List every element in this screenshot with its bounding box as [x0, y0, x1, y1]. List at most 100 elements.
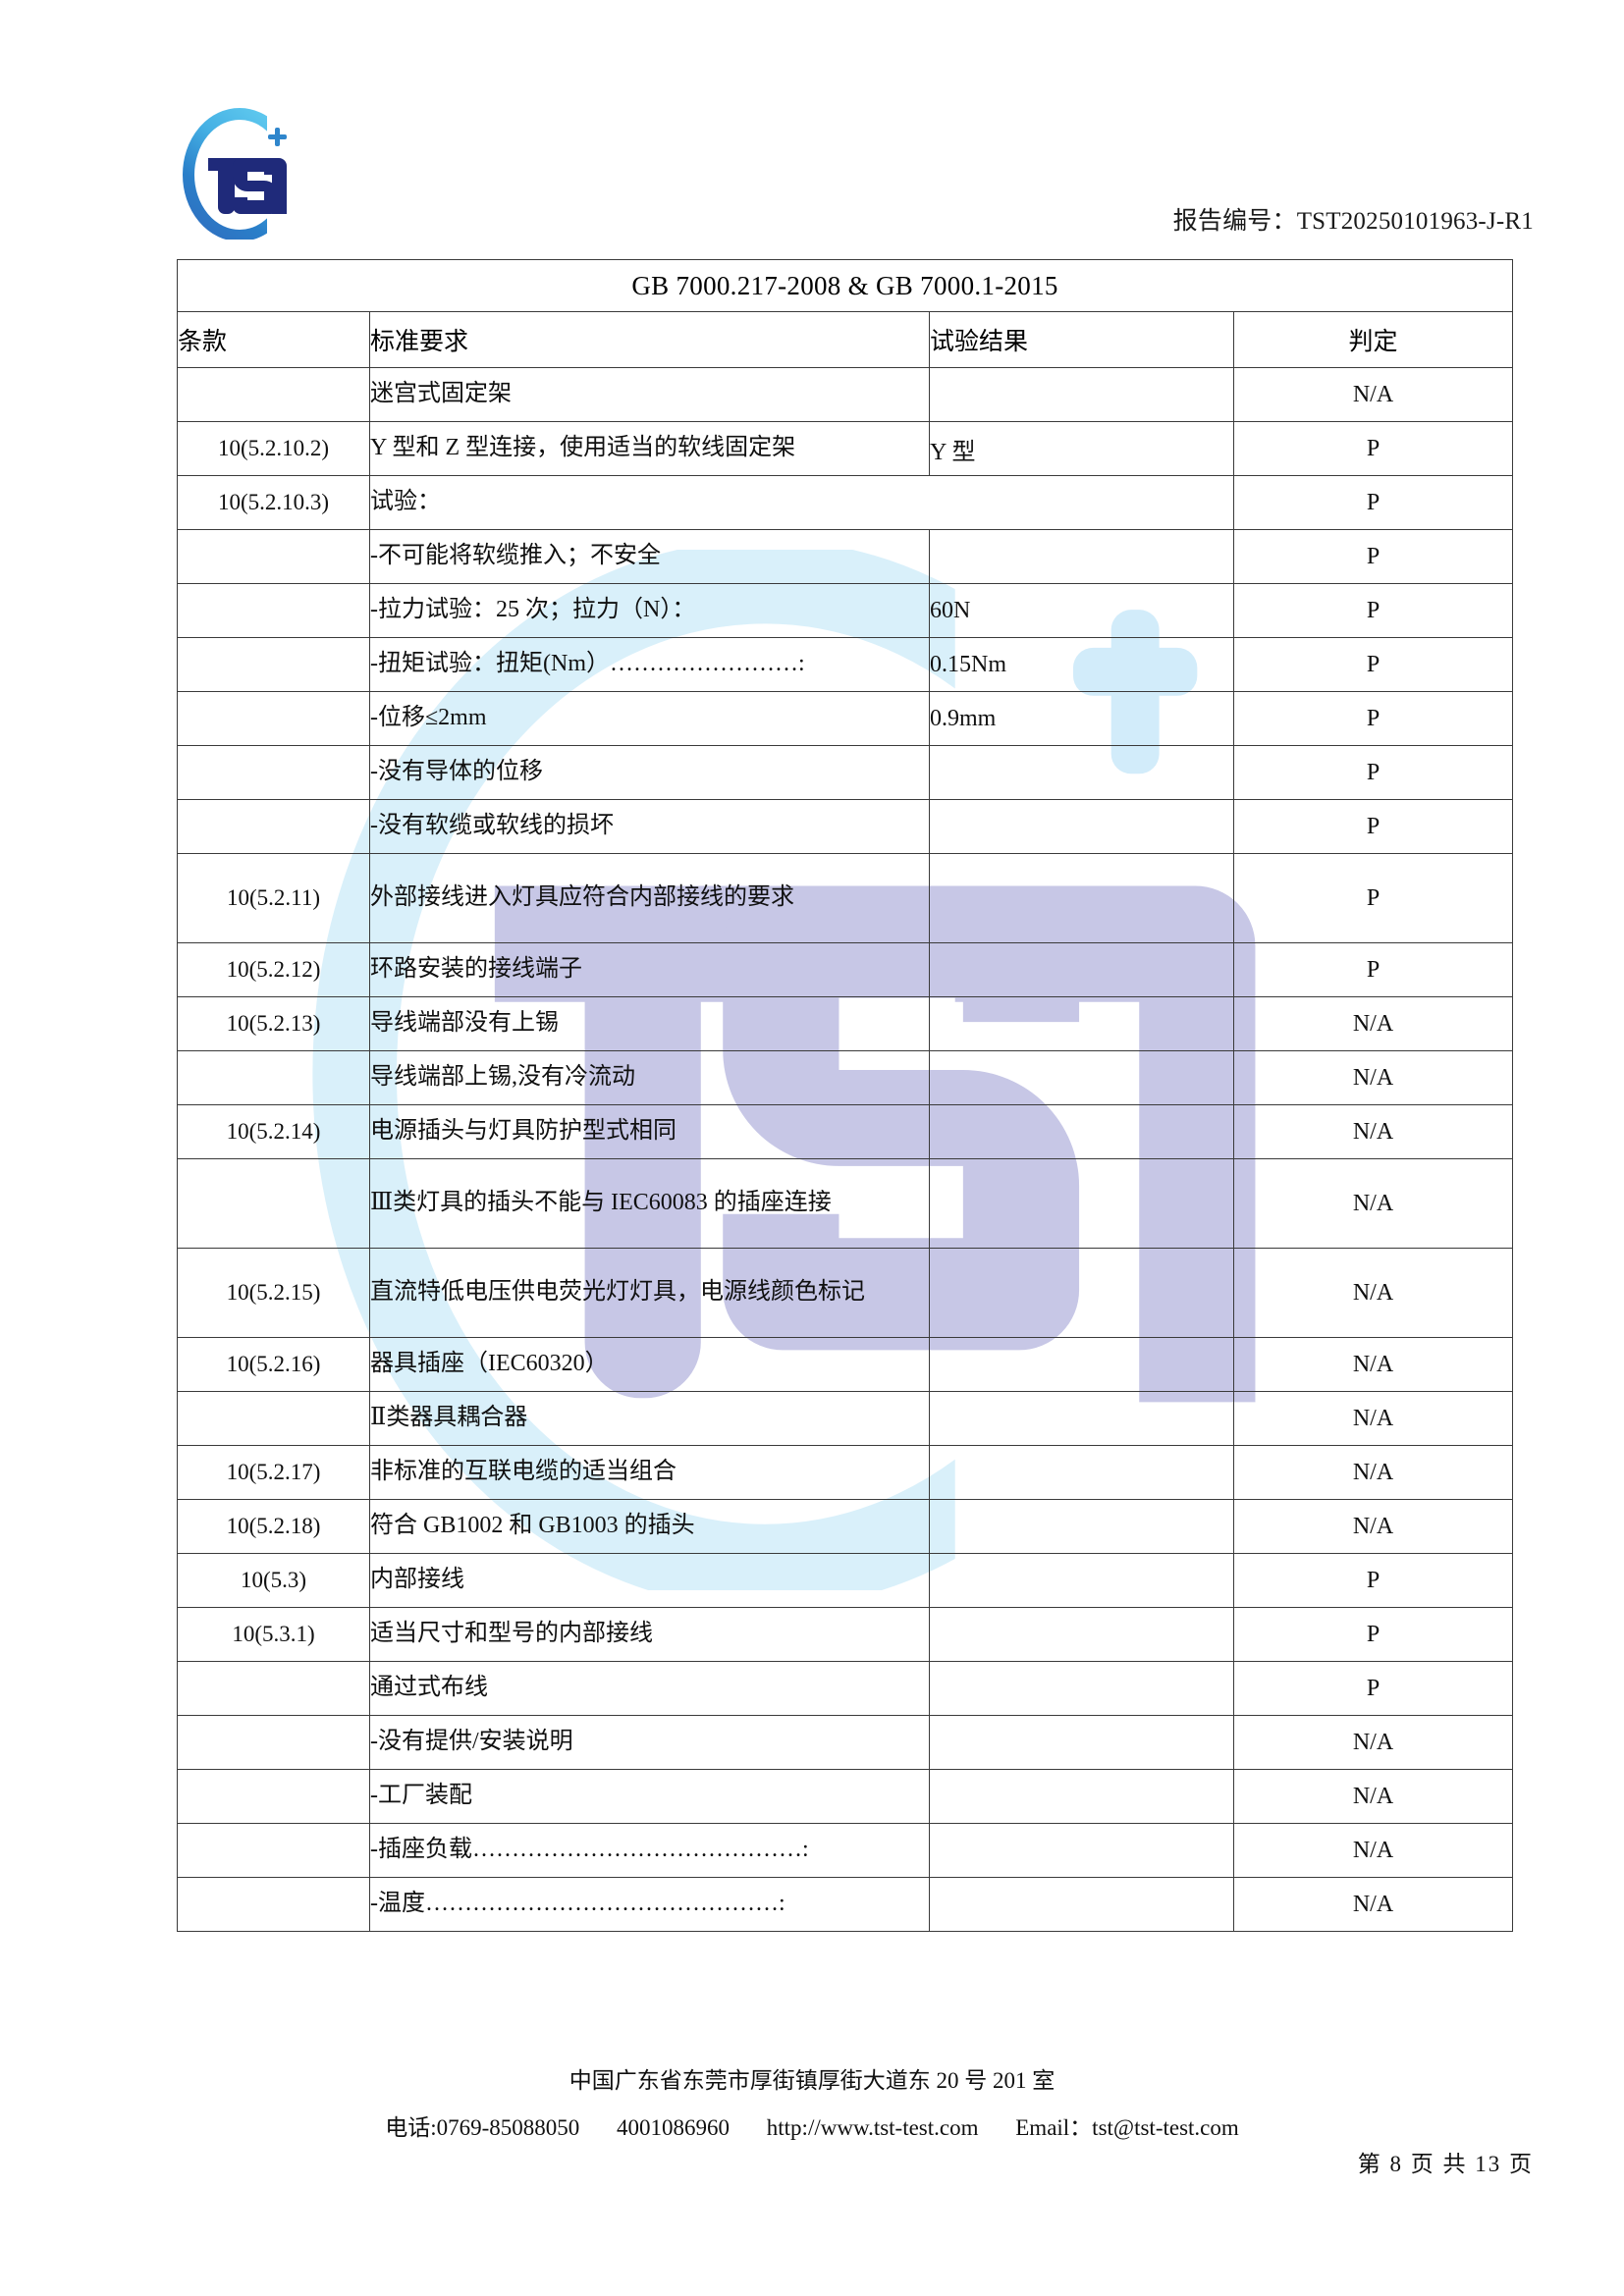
cell-result: [929, 1337, 1234, 1392]
cell-result: [929, 1050, 1234, 1105]
report-number-label: 报告编号：: [1172, 208, 1297, 235]
table-row: 导线端部上锡,没有冷流动 N/A: [177, 1050, 1514, 1105]
cell-result: [929, 1391, 1234, 1446]
cell-result: [929, 1715, 1234, 1770]
cell-clause: 10(5.2.10.3): [177, 475, 370, 530]
cell-clause: [177, 799, 370, 854]
table-row: -温度………………………………………: N/A: [177, 1877, 1514, 1932]
cell-verdict: P: [1232, 583, 1514, 638]
table-row: 10(5.2.11) 外部接线进入灯具应符合内部接线的要求 P: [177, 853, 1514, 943]
cell-verdict: P: [1232, 1553, 1514, 1608]
table-row: 10(5.3) 内部接线 P: [177, 1553, 1514, 1608]
hotline-number: 4001086960: [617, 2115, 731, 2140]
company-contact: 电话:0769-85088050 4001086960 http://www.t…: [0, 2109, 1624, 2142]
cell-clause: [177, 745, 370, 800]
cell-clause: [177, 583, 370, 638]
cell-clause: 10(5.2.11): [177, 853, 370, 943]
cell-verdict: P: [1232, 421, 1514, 476]
table-row: Ⅲ类灯具的插头不能与 IEC60083 的插座连接 N/A: [177, 1158, 1514, 1249]
cell-verdict: N/A: [1232, 1769, 1514, 1824]
cell-verdict: N/A: [1232, 1877, 1514, 1932]
cell-requirement: 迷宫式固定架: [369, 367, 930, 422]
column-header-result: 试验结果: [929, 311, 1234, 368]
cell-verdict: N/A: [1232, 1104, 1514, 1159]
column-header-clause: 条款: [177, 311, 370, 368]
table-row: 10(5.2.16) 器具插座（IEC60320） N/A: [177, 1337, 1514, 1392]
cell-verdict: N/A: [1232, 1337, 1514, 1392]
report-number: 报告编号：TST20250101963-J-R1: [1173, 201, 1534, 237]
standard-title: GB 7000.217-2008 & GB 7000.1-2015: [176, 259, 1514, 312]
cell-verdict: P: [1232, 853, 1514, 943]
cell-requirement: -没有导体的位移: [369, 745, 930, 800]
cell-requirement: 符合 GB1002 和 GB1003 的插头: [369, 1499, 930, 1554]
cell-verdict: N/A: [1232, 1050, 1514, 1105]
cell-verdict: N/A: [1232, 1248, 1514, 1338]
table-row: -没有提供/安装说明 N/A: [177, 1715, 1514, 1770]
cell-requirement: 导线端部没有上锡: [369, 996, 930, 1051]
cell-verdict: P: [1232, 691, 1514, 746]
cell-requirement: Ⅱ类器具耦合器: [369, 1391, 930, 1446]
cell-result: [929, 367, 1234, 422]
table-row: -工厂装配 N/A: [177, 1769, 1514, 1824]
report-number-value: TST20250101963-J-R1: [1296, 208, 1534, 235]
cell-verdict: N/A: [1232, 1499, 1514, 1554]
table-row: 10(5.2.18) 符合 GB1002 和 GB1003 的插头 N/A: [177, 1499, 1514, 1554]
cell-requirement: 环路安装的接线端子: [369, 942, 930, 997]
website-link[interactable]: http://www.tst-test.com: [766, 2115, 979, 2140]
cell-requirement: 电源插头与灯具防护型式相同: [369, 1104, 930, 1159]
cell-result: 60N: [929, 583, 1234, 638]
cell-result: [929, 799, 1234, 854]
cell-result: [929, 1445, 1234, 1500]
cell-clause: 10(5.2.10.2): [177, 421, 370, 476]
test-results-table: GB 7000.217-2008 & GB 7000.1-2015 条款 标准要…: [176, 259, 1514, 1932]
table-row: 10(5.2.15) 直流特低电压供电荧光灯灯具，电源线颜色标记 N/A: [177, 1248, 1514, 1338]
cell-clause: [177, 1158, 370, 1249]
cell-result: [929, 1104, 1234, 1159]
cell-result: [929, 1499, 1234, 1554]
cell-result: [929, 1158, 1234, 1249]
cell-clause: 10(5.2.17): [177, 1445, 370, 1500]
cell-result: [929, 1553, 1234, 1608]
table-row: Ⅱ类器具耦合器 N/A: [177, 1391, 1514, 1446]
cell-verdict: P: [1232, 799, 1514, 854]
cell-requirement: -没有软缆或软线的损坏: [369, 799, 930, 854]
cell-result: [929, 1661, 1234, 1716]
cell-requirement: 直流特低电压供电荧光灯灯具，电源线颜色标记: [369, 1248, 930, 1338]
cell-result: [929, 942, 1234, 997]
cell-requirement: 通过式布线: [369, 1661, 930, 1716]
cell-clause: [177, 367, 370, 422]
cell-verdict: N/A: [1232, 996, 1514, 1051]
cell-requirement: 适当尺寸和型号的内部接线: [369, 1607, 930, 1662]
company-address: 中国广东省东莞市厚街镇厚街大道东 20 号 201 室: [568, 2068, 1056, 2093]
cell-result: [929, 1248, 1234, 1338]
cell-result: [929, 1769, 1234, 1824]
cell-requirement: -扭矩试验：扭矩(Nm）……………………:: [369, 637, 930, 692]
cell-verdict: N/A: [1232, 1445, 1514, 1500]
table-row: 10(5.2.12) 环路安装的接线端子 P: [177, 942, 1514, 997]
cell-requirement: 外部接线进入灯具应符合内部接线的要求: [369, 853, 930, 943]
page-header: 报告编号：TST20250101963-J-R1: [0, 0, 1624, 260]
cell-requirement: 非标准的互联电缆的适当组合: [369, 1445, 930, 1500]
cell-verdict: P: [1232, 1661, 1514, 1716]
table-row: -没有导体的位移 P: [177, 745, 1514, 800]
cell-requirement: Ⅲ类灯具的插头不能与 IEC60083 的插座连接: [369, 1158, 930, 1249]
cell-result: 0.15Nm: [929, 637, 1234, 692]
table-row: 10(5.2.10.3) 试验： P: [177, 475, 1514, 530]
cell-requirement: 器具插座（IEC60320）: [369, 1337, 930, 1392]
cell-result: [929, 1607, 1234, 1662]
cell-requirement: -温度………………………………………:: [369, 1877, 930, 1932]
page-number: 第 8 页 共 13 页: [1357, 2152, 1534, 2176]
cell-verdict: N/A: [1232, 1715, 1514, 1770]
table-row: -位移≤2mm 0.9mm P: [177, 691, 1514, 746]
cell-clause: [177, 637, 370, 692]
tst-logo-icon: [183, 108, 287, 240]
email-link[interactable]: Email：tst@tst-test.com: [1015, 2115, 1239, 2140]
cell-verdict: N/A: [1232, 1823, 1514, 1878]
phone-number: 电话:0769-85088050: [385, 2115, 580, 2140]
cell-clause: [177, 529, 370, 584]
cell-clause: 10(5.2.16): [177, 1337, 370, 1392]
cell-verdict: N/A: [1232, 367, 1514, 422]
cell-clause: 10(5.3): [177, 1553, 370, 1608]
